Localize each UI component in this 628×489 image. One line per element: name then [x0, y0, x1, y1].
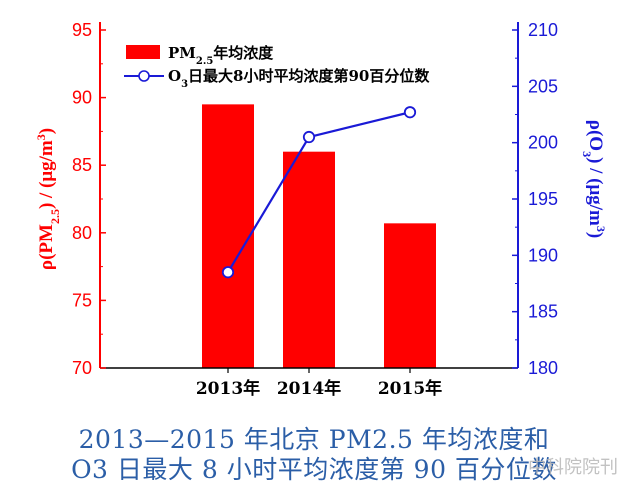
x-tick-label-2: 2015年 — [378, 378, 442, 399]
x-tick-label-1: 2014年 — [277, 378, 341, 399]
x-tick-label-0: 2013年 — [196, 378, 260, 399]
left-axis-label: ρ(PM2.5) / (μg/m3) — [34, 128, 62, 270]
left-tick-label-3: 85 — [72, 155, 92, 175]
legend-bar-label: PM2.5年均浓度 — [168, 44, 274, 67]
o3-point-0 — [221, 266, 235, 279]
watermark: 中科院院刊 — [528, 457, 618, 478]
caption-line-2: O3 日最大 8 小时平均浓度第 90 百分位数 — [71, 455, 557, 484]
left-tick-label-4: 90 — [72, 88, 92, 108]
right-tick-label-1: 185 — [528, 302, 558, 322]
right-tick-label-4: 200 — [528, 133, 558, 153]
left-tick-label-5: 95 — [72, 20, 92, 40]
left-tick-label-1: 75 — [72, 290, 92, 310]
right-tick-label-2: 190 — [528, 245, 558, 265]
o3-point-2 — [403, 106, 417, 119]
right-axis-label: ρ(O3) / (μg/m3) — [580, 120, 608, 238]
legend-line-label: O3日最大8小时平均浓度第90百分位数 — [168, 67, 430, 90]
o3-point-1 — [302, 130, 316, 144]
right-tick-label-3: 195 — [528, 189, 558, 209]
chart: 70 75 80 85 90 95 180 185 190 195 200 205 210 2013年 20… — [34, 20, 608, 399]
right-tick-label-6: 210 — [528, 20, 558, 40]
bar-0 — [202, 104, 254, 369]
left-tick-label-0: 70 — [72, 358, 92, 378]
legend-bar-swatch — [126, 45, 160, 59]
right-tick-label-0: 180 — [528, 358, 558, 378]
caption-line-1: 2013—2015 年北京 PM2.5 年均浓度和 — [78, 425, 550, 454]
right-tick-label-5: 205 — [528, 76, 558, 96]
left-tick-label-2: 80 — [72, 223, 92, 243]
bar-2 — [384, 223, 436, 368]
legend-marker-swatch — [138, 70, 150, 82]
bar-1 — [283, 151, 335, 368]
